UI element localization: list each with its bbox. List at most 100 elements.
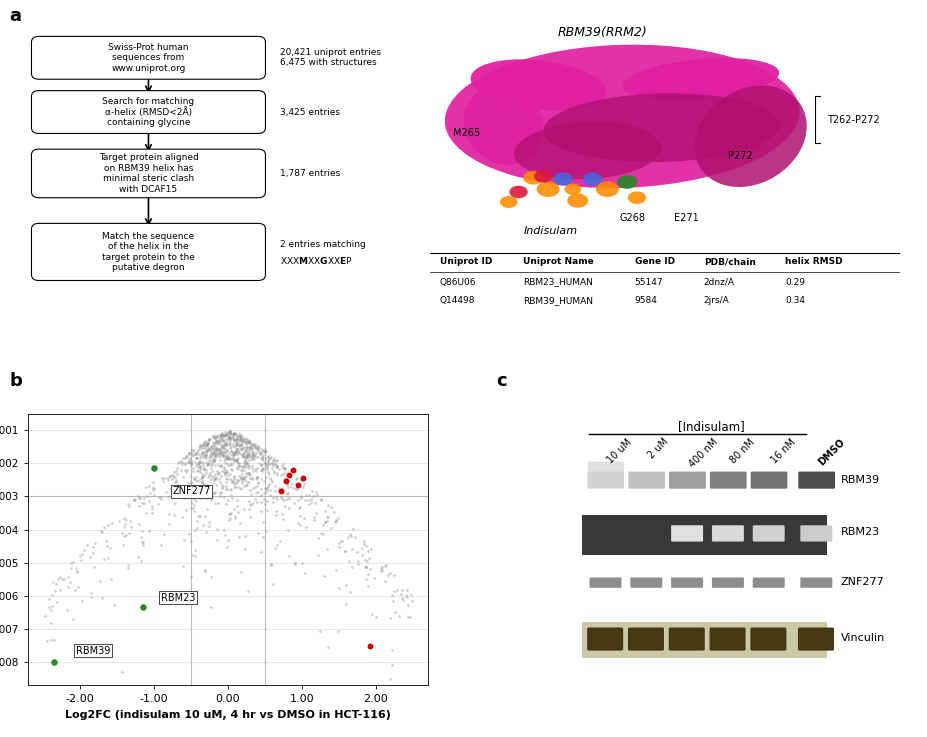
Point (193, 473, 208, 485)
Point (189, 452, 204, 464)
Point (219, 472, 234, 483)
Point (214, 432, 229, 444)
Point (380, 569, 395, 581)
FancyBboxPatch shape (669, 472, 705, 489)
Point (245, 462, 260, 474)
Point (133, 531, 148, 543)
Point (184, 502, 198, 514)
Point (239, 444, 254, 456)
FancyBboxPatch shape (32, 149, 265, 198)
Point (184, 444, 199, 456)
Point (209, 444, 223, 456)
Point (212, 447, 227, 458)
Ellipse shape (534, 170, 552, 183)
Point (223, 489, 238, 500)
Point (258, 457, 273, 469)
Point (221, 534, 235, 546)
Point (248, 449, 262, 461)
Point (237, 452, 252, 464)
Point (189, 471, 204, 483)
Point (194, 460, 209, 472)
Point (268, 481, 283, 492)
Point (379, 559, 394, 570)
Point (188, 495, 203, 507)
Point (258, 457, 273, 469)
Point (193, 467, 208, 478)
Point (400, 591, 414, 603)
Point (396, 595, 411, 607)
Point (207, 487, 222, 499)
Point (156, 475, 171, 487)
Point (231, 434, 246, 446)
Text: Indisulam: Indisulam (524, 226, 578, 236)
Point (223, 445, 238, 457)
Point (218, 439, 233, 451)
Point (200, 459, 215, 471)
Point (198, 456, 213, 468)
Point (268, 485, 283, 497)
Point (294, 490, 309, 502)
Point (218, 469, 233, 481)
Point (222, 473, 237, 485)
Point (80, 539, 95, 551)
Point (324, 522, 339, 534)
Point (222, 468, 237, 480)
Point (260, 455, 275, 467)
Point (254, 450, 269, 462)
Point (260, 455, 275, 467)
Text: RBM23: RBM23 (161, 593, 196, 603)
Point (292, 502, 307, 514)
Point (233, 460, 248, 472)
Point (230, 436, 245, 447)
Point (215, 441, 230, 453)
Point (172, 491, 187, 503)
Point (174, 458, 189, 470)
Point (136, 536, 151, 548)
Point (233, 439, 248, 451)
Point (263, 474, 278, 486)
Point (197, 437, 211, 449)
Point (175, 456, 190, 468)
Point (199, 449, 214, 461)
Point (190, 452, 205, 464)
Point (273, 535, 287, 547)
Point (222, 428, 237, 440)
Point (212, 444, 227, 456)
Point (178, 452, 193, 464)
Point (197, 436, 212, 447)
Point (208, 444, 222, 455)
Point (222, 426, 236, 438)
Point (298, 489, 313, 501)
Point (55, 573, 70, 585)
Point (197, 461, 211, 473)
Point (216, 461, 231, 472)
Point (242, 436, 257, 448)
Point (227, 455, 242, 467)
Point (215, 448, 230, 460)
Point (216, 454, 231, 466)
Point (334, 534, 349, 546)
Point (190, 444, 205, 455)
Point (241, 444, 256, 455)
Point (225, 446, 240, 458)
Point (190, 522, 205, 534)
Point (170, 468, 184, 480)
Point (183, 447, 197, 459)
Point (42, 593, 57, 605)
Text: 400 nM: 400 nM (688, 436, 720, 469)
Point (234, 473, 248, 485)
Point (197, 447, 211, 458)
FancyBboxPatch shape (751, 472, 787, 489)
Point (311, 550, 325, 562)
Point (288, 473, 303, 485)
Point (257, 493, 272, 505)
Point (240, 447, 255, 458)
Point (191, 486, 206, 497)
Point (220, 541, 235, 553)
Point (250, 471, 265, 483)
Point (192, 449, 207, 461)
Point (238, 441, 253, 453)
Point (132, 492, 146, 504)
Point (107, 599, 121, 611)
Point (197, 442, 211, 454)
